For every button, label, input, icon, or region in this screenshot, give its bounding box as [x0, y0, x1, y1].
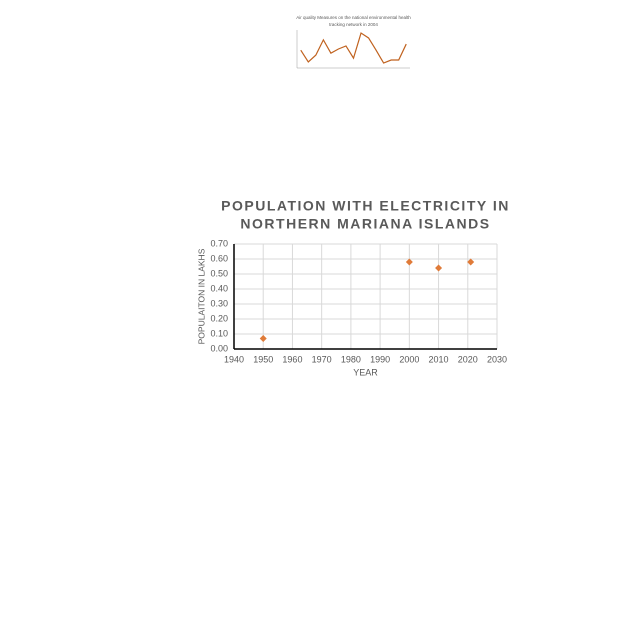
y-tick-label: 0.60 — [210, 253, 228, 263]
x-tick-label: 2000 — [399, 354, 419, 364]
y-tick-label: 0.70 — [210, 238, 228, 248]
y-tick-label: 0.10 — [210, 328, 228, 338]
point — [259, 335, 267, 342]
chart-title: NORTHERN MARIANA ISLANDS — [240, 216, 490, 232]
x-tick-label: 2020 — [458, 354, 478, 364]
x-tick-label: 1970 — [312, 354, 332, 364]
y-tick-label: 0.50 — [210, 268, 228, 278]
x-tick-label: 1980 — [341, 354, 361, 364]
y-tick-label: 0.30 — [210, 298, 228, 308]
line — [300, 32, 407, 64]
x-tick-label: 1990 — [370, 354, 390, 364]
point — [467, 258, 475, 266]
x-tick-label: 1940 — [224, 354, 244, 364]
x-axis-label: YEAR — [353, 367, 378, 377]
chart-title: tracking network in 2004 — [329, 22, 378, 27]
x-tick-label: 1950 — [253, 354, 273, 364]
chart-title: POPULATION WITH ELECTRICITY IN — [221, 198, 510, 214]
y-tick-label: 0.00 — [210, 343, 228, 353]
x-tick-label: 1960 — [282, 354, 302, 364]
chart-title: Air quality Measures on the national env… — [296, 15, 411, 20]
y-tick-label: 0.20 — [210, 313, 228, 323]
x-tick-label: 2030 — [487, 354, 507, 364]
point — [435, 264, 443, 272]
x-tick-label: 2010 — [429, 354, 449, 364]
y-axis-label: POPULAITON IN LAKHS — [196, 248, 206, 344]
point — [405, 258, 413, 266]
y-tick-label: 0.40 — [210, 283, 228, 293]
